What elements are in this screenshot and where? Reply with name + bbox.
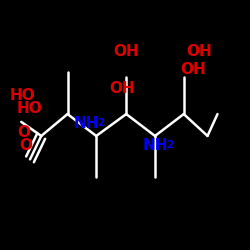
Text: 2: 2 [166, 140, 173, 150]
Text: O: O [19, 138, 32, 152]
Text: HO: HO [10, 88, 36, 102]
Text: NH: NH [74, 116, 99, 131]
Text: OH: OH [186, 44, 212, 59]
Text: NH: NH [142, 138, 168, 152]
Text: OH: OH [114, 44, 139, 59]
Text: O: O [18, 125, 30, 140]
Text: OH: OH [180, 62, 206, 78]
Text: HO: HO [16, 101, 42, 116]
Text: 2: 2 [97, 118, 104, 128]
Text: OH: OH [109, 81, 134, 96]
